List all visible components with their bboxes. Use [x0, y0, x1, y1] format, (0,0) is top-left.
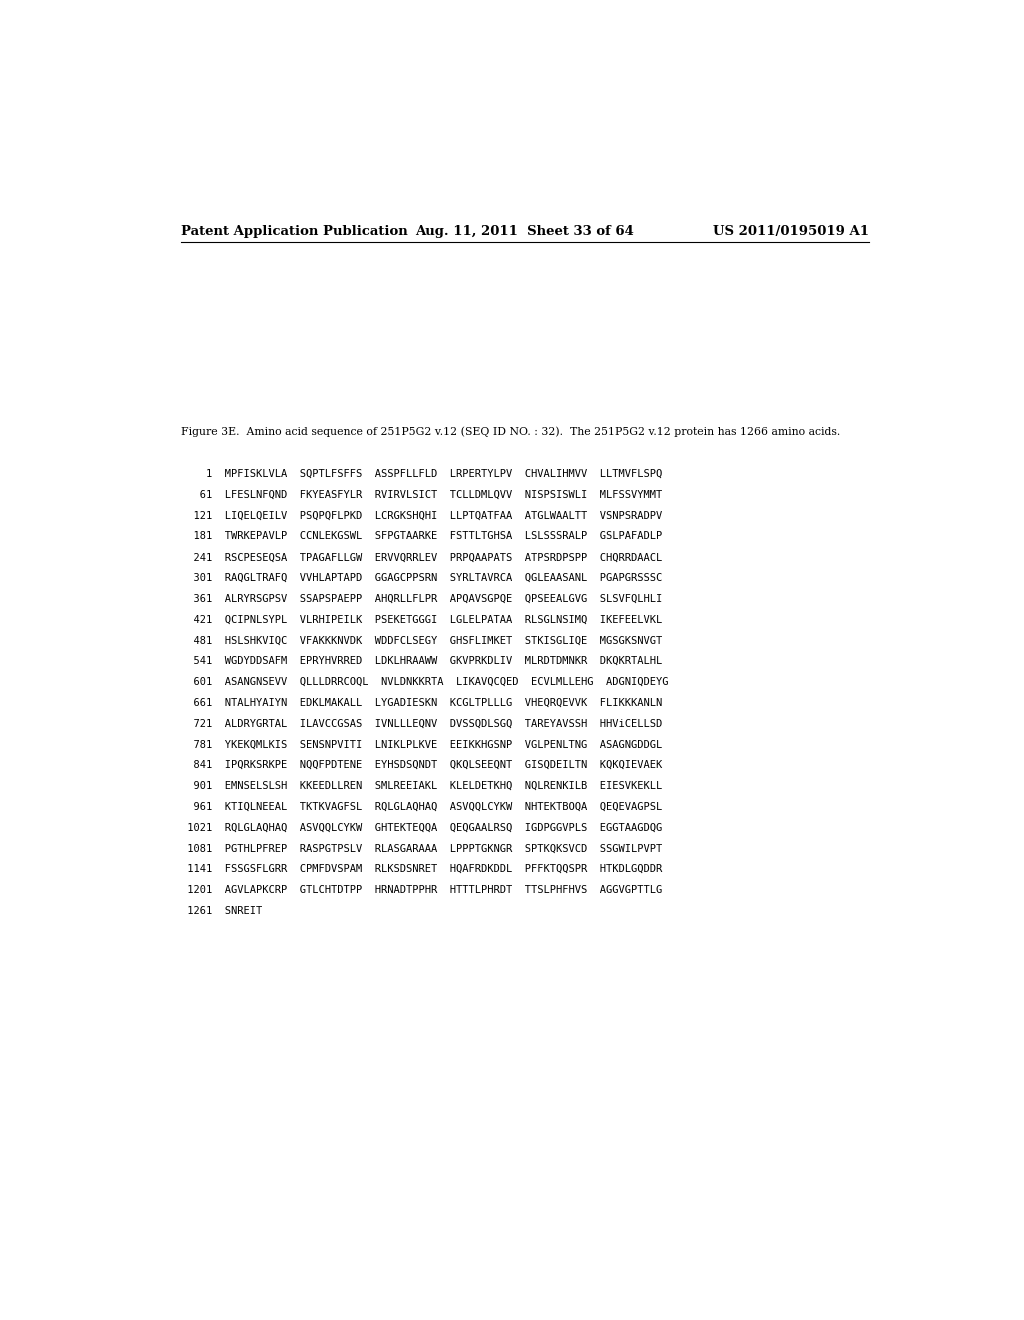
Text: 1  MPFISKLVLA  SQPTLFSFFS  ASSPFLLFLD  LRPERTYLPV  CHVALIHMVV  LLTMVFLSPQ: 1 MPFISKLVLA SQPTLFSFFS ASSPFLLFLD LRPER… — [180, 469, 662, 479]
Text: Aug. 11, 2011  Sheet 33 of 64: Aug. 11, 2011 Sheet 33 of 64 — [416, 224, 634, 238]
Text: 1081  PGTHLPFREP  RASPGTPSLV  RLASGARAAA  LPPPTGKNGR  SPTKQKSVCD  SSGWILPVPT: 1081 PGTHLPFREP RASPGTPSLV RLASGARAAA LP… — [180, 843, 662, 853]
Text: 181  TWRKEPAVLP  CCNLEKGSWL  SFPGTAARKE  FSTTLTGHSA  LSLSSSRALP  GSLPAFADLP: 181 TWRKEPAVLP CCNLEKGSWL SFPGTAARKE FST… — [180, 532, 662, 541]
Text: 241  RSCPESEQSA  TPAGAFLLGW  ERVVQRRLEV  PRPQAAPATS  ATPSRDPSPP  CHQRRDAACL: 241 RSCPESEQSA TPAGAFLLGW ERVVQRRLEV PRP… — [180, 552, 662, 562]
Text: Patent Application Publication: Patent Application Publication — [180, 224, 408, 238]
Text: US 2011/0195019 A1: US 2011/0195019 A1 — [713, 224, 869, 238]
Text: 661  NTALHYAIYN  EDKLMAKALL  LYGADIESKN  KCGLTPLLLG  VHEQRQEVVK  FLIKKKANLN: 661 NTALHYAIYN EDKLMAKALL LYGADIESKN KCG… — [180, 698, 662, 708]
Text: 1021  RQLGLAQHAQ  ASVQQLCYKW  GHTEKTEQQA  QEQGAALRSQ  IGDPGGVPLS  EGGTAAGDQG: 1021 RQLGLAQHAQ ASVQQLCYKW GHTEKTEQQA QE… — [180, 822, 662, 833]
Text: 121  LIQELQEILV  PSQPQFLPKD  LCRGKSHQHI  LLPTQATFAA  ATGLWAALTT  VSNPSRADPV: 121 LIQELQEILV PSQPQFLPKD LCRGKSHQHI LLP… — [180, 511, 662, 520]
Text: 481  HSLSHKVIQC  VFAKKKNVDK  WDDFCLSEGY  GHSFLIMKET  STKISGLIQE  MGSGKSNVGT: 481 HSLSHKVIQC VFAKKKNVDK WDDFCLSEGY GHS… — [180, 635, 662, 645]
Text: 301  RAQGLTRAFQ  VVHLAPTAPD  GGAGCPPSRN  SYRLTAVRCA  QGLEAASANL  PGAPGRSSSC: 301 RAQGLTRAFQ VVHLAPTAPD GGAGCPPSRN SYR… — [180, 573, 662, 583]
Text: 61  LFESLNFQND  FKYEASFYLR  RVIRVLSICT  TCLLDMLQVV  NISPSISWLI  MLFSSVYMMT: 61 LFESLNFQND FKYEASFYLR RVIRVLSICT TCLL… — [180, 490, 662, 500]
Text: 841  IPQRKSRKPE  NQQFPDTENE  EYHSDSQNDT  QKQLSEEQNT  GISQDEILTN  KQKQIEVAEK: 841 IPQRKSRKPE NQQFPDTENE EYHSDSQNDT QKQ… — [180, 760, 662, 770]
Text: 421  QCIPNLSYPL  VLRHIPEILK  PSEKETGGGI  LGLELPATAA  RLSGLNSIMQ  IKEFEELVKL: 421 QCIPNLSYPL VLRHIPEILK PSEKETGGGI LGL… — [180, 615, 662, 624]
Text: 541  WGDYDDSAFM  EPRYHVRRED  LDKLHRAAWW  GKVPRKDLIV  MLRDTDMNKR  DKQKRTALHL: 541 WGDYDDSAFM EPRYHVRRED LDKLHRAAWW GKV… — [180, 656, 662, 667]
Text: 361  ALRYRSGPSV  SSAPSPAEPP  AHQRLLFLPR  APQAVSGPQE  QPSEEALGVG  SLSVFQLHLI: 361 ALRYRSGPSV SSAPSPAEPP AHQRLLFLPR APQ… — [180, 594, 662, 603]
Text: 901  EMNSELSLSH  KKEEDLLREN  SMLREEIAKL  KLELDETKHQ  NQLRENKILB  EIESVKEKLL: 901 EMNSELSLSH KKEEDLLREN SMLREEIAKL KLE… — [180, 781, 662, 791]
Text: 961  KTIQLNEEAL  TKTKVAGFSL  RQLGLAQHAQ  ASVQQLCYKW  NHTEKTBOQA  QEQEVAGPSL: 961 KTIQLNEEAL TKTKVAGFSL RQLGLAQHAQ ASV… — [180, 801, 662, 812]
Text: 1141  FSSGSFLGRR  CPMFDVSPAM  RLKSDSNRET  HQAFRDKDDL  PFFKTQQSPR  HTKDLGQDDR: 1141 FSSGSFLGRR CPMFDVSPAM RLKSDSNRET HQ… — [180, 865, 662, 874]
Text: 781  YKEKQMLKIS  SENSNPVITI  LNIKLPLKVE  EEIKKHGSNP  VGLPENLTNG  ASAGNGDDGL: 781 YKEKQMLKIS SENSNPVITI LNIKLPLKVE EEI… — [180, 739, 662, 750]
Text: 601  ASANGNSEVV  QLLLDRRCOQL  NVLDNKKRTA  LIKAVQCQED  ECVLMLLEHG  ADGNIQDEYG: 601 ASANGNSEVV QLLLDRRCOQL NVLDNKKRTA LI… — [180, 677, 669, 686]
Text: 1261  SNREIT: 1261 SNREIT — [180, 906, 262, 916]
Text: Figure 3E.  Amino acid sequence of 251P5G2 v.12 (SEQ ID NO. : 32).  The 251P5G2 : Figure 3E. Amino acid sequence of 251P5G… — [180, 426, 840, 437]
Text: 1201  AGVLAPKCRP  GTLCHTDTPP  HRNADTPPHR  HTTTLPHRDT  TTSLPHFHVS  AGGVGPTTLG: 1201 AGVLAPKCRP GTLCHTDTPP HRNADTPPHR HT… — [180, 884, 662, 895]
Text: 721  ALDRYGRTAL  ILAVCCGSAS  IVNLLLEQNV  DVSSQDLSGQ  TAREYAVSSH  HHViCELLSD: 721 ALDRYGRTAL ILAVCCGSAS IVNLLLEQNV DVS… — [180, 718, 662, 729]
